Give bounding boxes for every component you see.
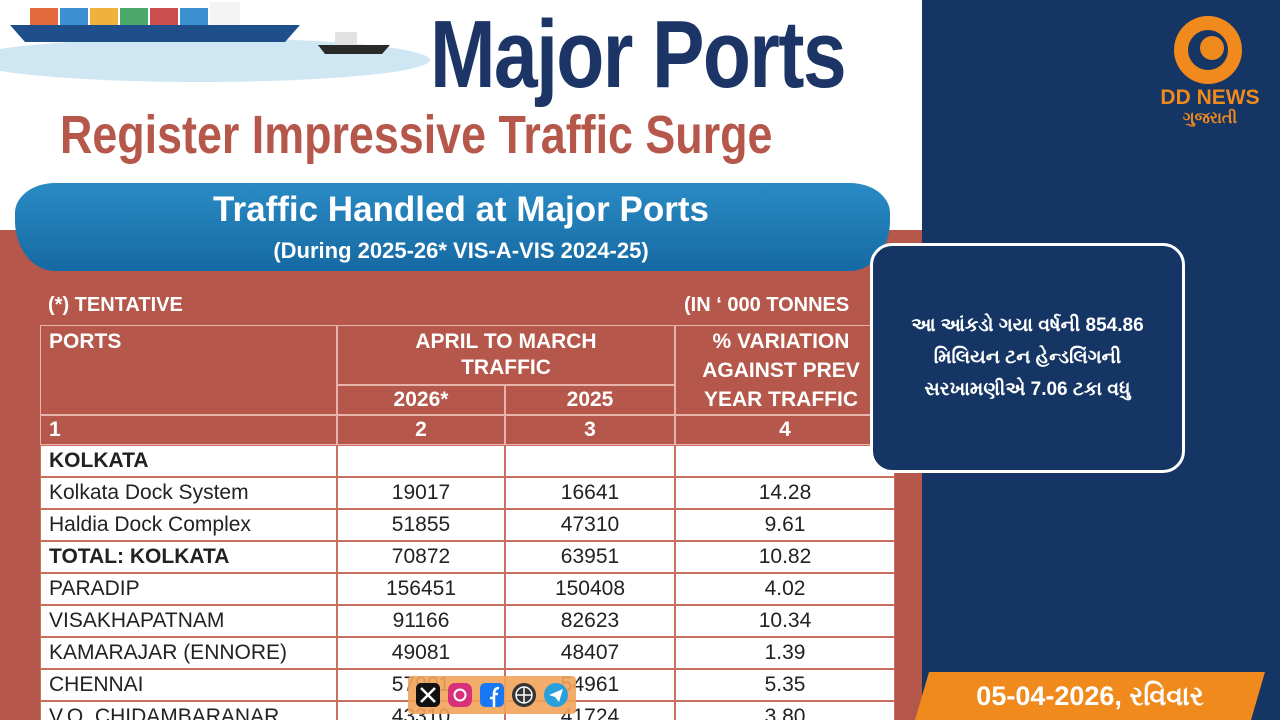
table-cell	[337, 445, 505, 477]
port-name: TOTAL: KOLKATA	[40, 541, 337, 573]
table-cell: 10.34	[675, 605, 895, 637]
table-unit: (IN ‘ 000 TONNES	[684, 294, 850, 316]
table-cell: 4.02	[675, 573, 895, 605]
ship-illustration	[0, 2, 430, 82]
table-cell: 9.61	[675, 509, 895, 541]
table-cell: 47310	[505, 509, 675, 541]
table-cell: 156451	[337, 573, 505, 605]
table-cell: 5.35	[675, 669, 895, 701]
port-name: CHENNAI	[40, 669, 337, 701]
column-number: 4	[675, 415, 895, 445]
logo-language: ગુજરાતી	[1182, 110, 1238, 127]
port-name: KOLKATA	[40, 445, 337, 477]
table-cell: 91166	[337, 605, 505, 637]
headline: Major Ports	[430, 1, 847, 108]
date-banner	[915, 672, 1265, 720]
table-cell: 14.28	[675, 477, 895, 509]
logo-mark	[1174, 16, 1242, 84]
callout: આ આંકડો ગયા વર્ષની 854.86 મિલિયન ટન હેન્…	[870, 243, 1185, 473]
table-title: Traffic Handled at Major Ports	[213, 190, 709, 229]
left-panel: Major Ports Register Impressive Traffic …	[0, 0, 922, 720]
table-cell: 63951	[505, 541, 675, 573]
header-period: APRIL TO MARCH TRAFFIC	[337, 325, 675, 385]
social-icons	[408, 676, 576, 714]
table-cell: 49081	[337, 637, 505, 669]
column-number: 1	[40, 415, 337, 445]
column-number: 2	[337, 415, 505, 445]
port-name: KAMARAJAR (ENNORE)	[40, 637, 337, 669]
table-cell: 1.39	[675, 637, 895, 669]
table-banner	[15, 183, 890, 271]
table-cell: 19017	[337, 477, 505, 509]
table-cell: 70872	[337, 541, 505, 573]
port-name: V.O. CHIDAMBARANAR	[40, 701, 337, 720]
table-cell: 48407	[505, 637, 675, 669]
table-cell: 51855	[337, 509, 505, 541]
header-variation: % VARIATION AGAINST PREV YEAR TRAFFIC	[675, 325, 885, 415]
header-year: 2025	[505, 385, 675, 415]
table-subtitle: (During 2025-26* VIS-A-VIS 2024-25)	[273, 238, 649, 263]
table-cell	[675, 445, 895, 477]
table-cell: 150408	[505, 573, 675, 605]
port-name: Haldia Dock Complex	[40, 509, 337, 541]
date: 05-04-2026, રવિવાર	[976, 681, 1204, 711]
header-ports: PORTS	[40, 325, 337, 415]
port-name: Kolkata Dock System	[40, 477, 337, 509]
subheadline: Register Impressive Traffic Surge	[60, 105, 773, 165]
column-number: 3	[505, 415, 675, 445]
table-cell: 16641	[505, 477, 675, 509]
table-cell: 82623	[505, 605, 675, 637]
data-table: PORTS APRIL TO MARCH TRAFFIC 2026* 2025% VA…	[40, 325, 895, 720]
table-cell: 3.80	[675, 701, 895, 720]
table-cell: 10.82	[675, 541, 895, 573]
port-name: VISAKHAPATNAM	[40, 605, 337, 637]
port-name: PARADIP	[40, 573, 337, 605]
table-note: (*) TENTATIVE	[48, 294, 183, 316]
header-year: 2026*	[337, 385, 505, 415]
logo-name: DD NEWS	[1160, 86, 1260, 109]
table-cell	[505, 445, 675, 477]
